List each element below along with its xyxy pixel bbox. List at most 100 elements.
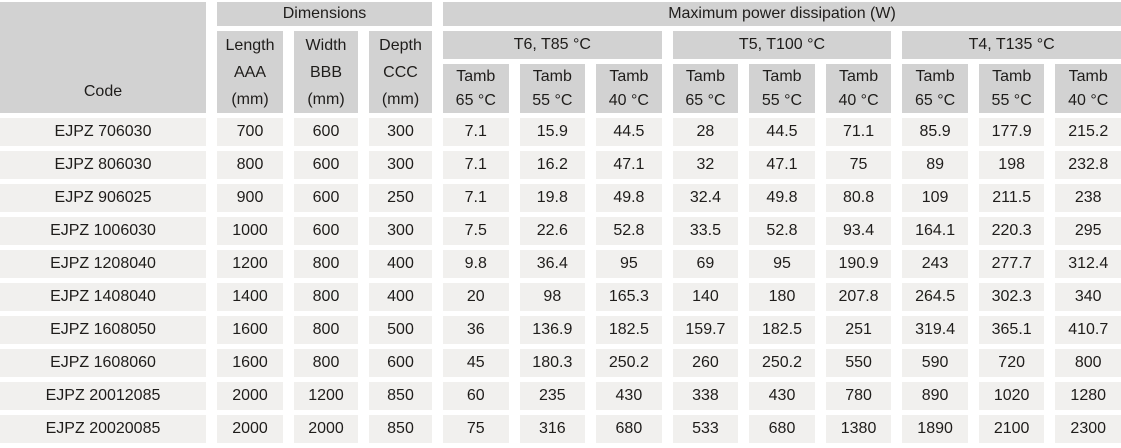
value-cell: 295 [1055, 217, 1121, 245]
value-cell: 49.8 [596, 184, 662, 212]
value-cell: 260 [672, 349, 739, 377]
code-cell: EJPZ 20020085 [0, 415, 206, 443]
dimension-code: BBB [309, 63, 342, 81]
value-cell: 900 [217, 184, 283, 212]
value-cell: 69 [672, 250, 739, 278]
value-cell: 2000 [294, 415, 358, 443]
value-cell: 1200 [217, 250, 283, 278]
value-cell: 182.5 [596, 316, 662, 344]
value-cell: 1600 [217, 349, 283, 377]
dimension-title: Length [225, 36, 275, 54]
value-cell: 430 [749, 382, 815, 410]
dimension-code: AAA [233, 63, 266, 81]
code-header-label: Code [83, 82, 123, 100]
tamb-temperature: 40 °C [1068, 91, 1109, 109]
value-cell: 190.9 [825, 250, 892, 278]
tamb-temperature: 40 °C [608, 91, 649, 109]
tamb-temperature: 55 °C [761, 91, 803, 109]
value-cell: 1600 [217, 316, 283, 344]
dimension-code: CCC [383, 63, 418, 81]
value-cell: 7.5 [443, 217, 509, 245]
value-cell: 177.9 [978, 118, 1045, 146]
value-cell: 159.7 [672, 316, 739, 344]
value-cell: 109 [902, 184, 968, 212]
value-cell: 215.2 [1055, 118, 1121, 146]
dimension-title: Width [305, 36, 347, 54]
value-cell: 235 [519, 382, 586, 410]
value-cell: 250 [369, 184, 432, 212]
value-cell: 211.5 [978, 184, 1045, 212]
value-cell: 600 [294, 217, 358, 245]
value-cell: 52.8 [596, 217, 662, 245]
value-cell: 238 [1055, 184, 1121, 212]
temp-class-label: T5, T100 °C [738, 35, 826, 53]
value-cell: 95 [596, 250, 662, 278]
code-cell: EJPZ 706030 [0, 118, 206, 146]
power-group-header: Maximum power dissipation (W) [443, 2, 1121, 26]
value-cell: 300 [369, 217, 432, 245]
tamb-column-header: Tamb 65 °C [902, 64, 968, 113]
value-cell: 49.8 [749, 184, 815, 212]
value-cell: 300 [369, 118, 432, 146]
value-cell: 1000 [217, 217, 283, 245]
tamb-label: Tamb [992, 67, 1032, 85]
temp-class-label: T4, T135 °C [968, 35, 1055, 53]
value-cell: 136.9 [519, 316, 586, 344]
value-cell: 2100 [978, 415, 1045, 443]
value-cell: 600 [294, 118, 358, 146]
dimension-column-header: Length AAA (mm) [217, 31, 283, 113]
value-cell: 15.9 [519, 118, 586, 146]
value-cell: 800 [294, 283, 358, 311]
value-cell: 250.2 [749, 349, 815, 377]
value-cell: 850 [369, 415, 432, 443]
value-cell: 7.1 [443, 118, 509, 146]
tamb-temperature: 65 °C [915, 91, 956, 109]
value-cell: 302.3 [978, 283, 1045, 311]
dimension-unit: (mm) [231, 90, 269, 108]
value-cell: 340 [1055, 283, 1121, 311]
value-cell: 47.1 [596, 151, 662, 179]
value-cell: 93.4 [825, 217, 892, 245]
dimension-unit: (mm) [381, 90, 420, 108]
value-cell: 1200 [294, 382, 358, 410]
tamb-column-header: Tamb 55 °C [978, 64, 1045, 113]
value-cell: 800 [1055, 349, 1121, 377]
value-cell: 165.3 [596, 283, 662, 311]
tamb-label: Tamb [838, 67, 879, 85]
value-cell: 80.8 [825, 184, 892, 212]
code-cell: EJPZ 1608060 [0, 349, 206, 377]
value-cell: 140 [672, 283, 739, 311]
value-cell: 319.4 [902, 316, 968, 344]
value-cell: 680 [596, 415, 662, 443]
value-cell: 400 [369, 283, 432, 311]
value-cell: 207.8 [825, 283, 892, 311]
value-cell: 316 [519, 415, 586, 443]
tamb-label: Tamb [532, 67, 572, 85]
value-cell: 338 [672, 382, 739, 410]
value-cell: 22.6 [519, 217, 586, 245]
code-cell: EJPZ 806030 [0, 151, 206, 179]
value-cell: 182.5 [749, 316, 815, 344]
code-cell: EJPZ 1608050 [0, 316, 206, 344]
value-cell: 800 [294, 316, 358, 344]
value-cell: 75 [443, 415, 509, 443]
code-cell: EJPZ 1208040 [0, 250, 206, 278]
value-cell: 600 [294, 151, 358, 179]
temp-class-group-header: T5, T100 °C [672, 31, 892, 59]
value-cell: 780 [825, 382, 892, 410]
value-cell: 52.8 [749, 217, 815, 245]
value-cell: 60 [443, 382, 509, 410]
value-cell: 98 [519, 283, 586, 311]
value-cell: 243 [902, 250, 968, 278]
dimension-title: Depth [379, 36, 422, 54]
value-cell: 250.2 [596, 349, 662, 377]
value-cell: 550 [825, 349, 892, 377]
value-cell: 800 [217, 151, 283, 179]
value-cell: 180.3 [519, 349, 586, 377]
value-cell: 1280 [1055, 382, 1121, 410]
value-cell: 9.8 [443, 250, 509, 278]
tamb-column-header: Tamb 65 °C [672, 64, 739, 113]
value-cell: 44.5 [596, 118, 662, 146]
tamb-label: Tamb [685, 67, 725, 85]
